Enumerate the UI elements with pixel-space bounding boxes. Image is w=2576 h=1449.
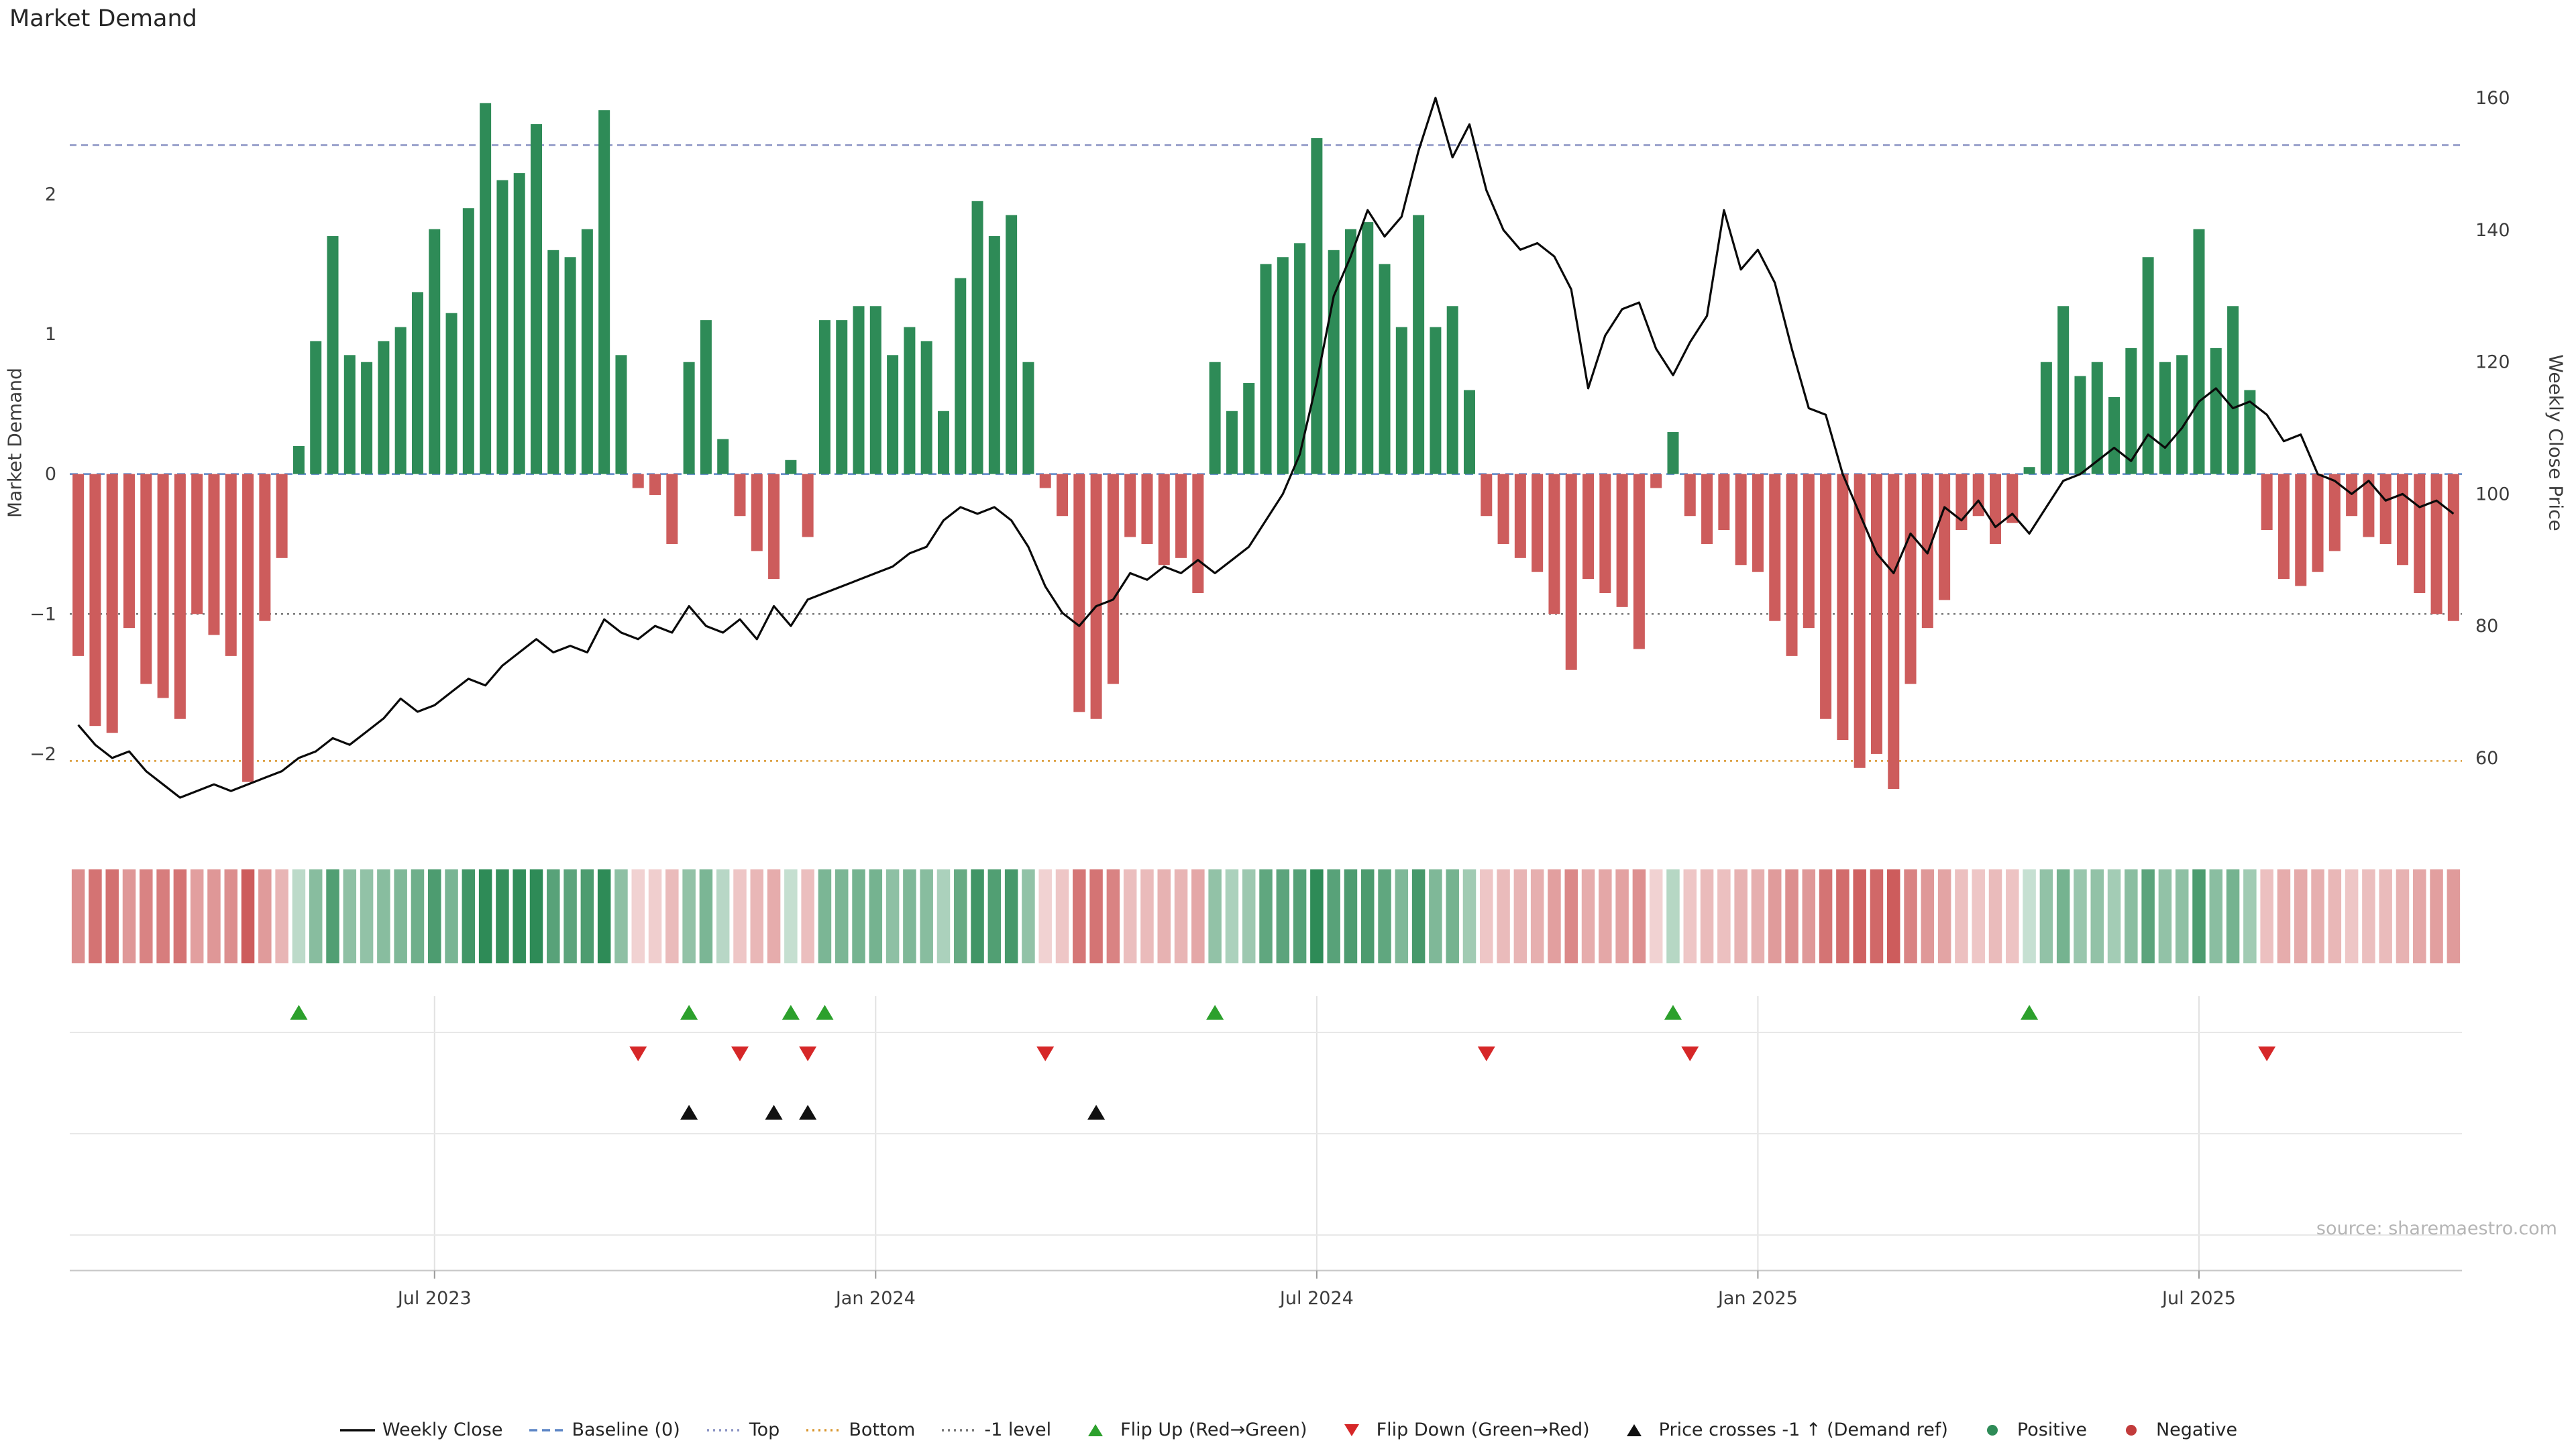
legend-item-price-cross: Price crosses -1 ↑ (Demand ref) — [1615, 1419, 1948, 1440]
legend-item-flip-up: Flip Up (Red→Green) — [1077, 1419, 1307, 1440]
legend-label: Flip Up (Red→Green) — [1120, 1419, 1307, 1440]
legend-item-negative: Negative — [2112, 1419, 2237, 1440]
svg-text:0: 0 — [45, 464, 56, 485]
flip-up-swatch-icon — [1088, 1424, 1104, 1436]
left-axis-label: Market Demand — [3, 368, 26, 518]
top-swatch-icon — [706, 1428, 742, 1432]
flip-down-swatch-icon — [1344, 1424, 1359, 1436]
positive-swatch-icon — [1986, 1424, 1998, 1436]
legend-item-weekly-close: Weekly Close — [339, 1419, 503, 1440]
price-line — [77, 97, 2455, 799]
weekly-close-swatch-icon — [339, 1428, 375, 1432]
legend-label: Top — [749, 1419, 780, 1440]
svg-text:Jan 2024: Jan 2024 — [835, 1288, 916, 1309]
right-axis-label: Weekly Close Price — [2544, 354, 2567, 531]
heatmap-strip — [71, 869, 2461, 963]
svg-text:120: 120 — [2475, 352, 2510, 373]
legend-label: Baseline (0) — [572, 1419, 680, 1440]
legend-item-flip-down: Flip Down (Green→Red) — [1333, 1419, 1590, 1440]
legend-label: -1 level — [984, 1419, 1052, 1440]
legend-item-baseline: Baseline (0) — [528, 1419, 680, 1440]
svg-text:Jul 2023: Jul 2023 — [396, 1288, 472, 1309]
legend-item-top: Top — [706, 1419, 780, 1440]
legend-label: Negative — [2155, 1419, 2238, 1440]
source-attribution: source: sharemaestro.com — [2316, 1218, 2557, 1239]
legend-label: Price crosses -1 ↑ (Demand ref) — [1658, 1419, 1948, 1440]
svg-text:Jul 2025: Jul 2025 — [2161, 1288, 2236, 1309]
svg-text:140: 140 — [2475, 220, 2510, 241]
svg-text:100: 100 — [2475, 484, 2510, 504]
svg-text:80: 80 — [2475, 616, 2498, 637]
legend-label: Bottom — [849, 1419, 916, 1440]
legend-item-positive: Positive — [1974, 1419, 2087, 1440]
marker-grid — [70, 996, 2462, 1279]
svg-text:60: 60 — [2475, 748, 2498, 769]
legend-label: Weekly Close — [382, 1419, 503, 1440]
svg-text:−2: −2 — [30, 744, 56, 765]
left-axis-ticks: 2 1 0 −1 −2 — [30, 184, 56, 765]
legend-item-bottom: Bottom — [805, 1419, 915, 1440]
price-cross-swatch-icon — [1626, 1424, 1642, 1436]
price-cross-markers — [680, 1105, 1106, 1120]
legend-label: Positive — [2017, 1419, 2087, 1440]
negative-swatch-icon — [2125, 1424, 2137, 1436]
right-axis-ticks: 160 140 120 100 80 60 — [2475, 88, 2510, 769]
svg-text:Jul 2024: Jul 2024 — [1279, 1288, 1354, 1309]
svg-text:Jan 2025: Jan 2025 — [1717, 1288, 1798, 1309]
x-tick-labels: Jul 2023 Jan 2024 Jul 2024 Jan 2025 Jul 2025 — [396, 1288, 2236, 1309]
legend-item-minus1-level: -1 level — [941, 1419, 1051, 1440]
minus1-level-swatch-icon — [942, 1428, 977, 1432]
chart-legend: Weekly Close Baseline (0) Top Bottom -1 leve… — [0, 1419, 2576, 1440]
svg-text:160: 160 — [2475, 88, 2510, 109]
svg-text:2: 2 — [45, 184, 56, 205]
flip-up-markers — [290, 1005, 2039, 1020]
svg-text:−1: −1 — [30, 604, 56, 625]
baseline-swatch-icon — [529, 1428, 565, 1432]
flip-down-markers — [629, 1046, 2276, 1061]
bottom-swatch-icon — [806, 1428, 842, 1432]
demand-bars — [72, 103, 2459, 790]
svg-text:1: 1 — [45, 324, 56, 345]
legend-label: Flip Down (Green→Red) — [1376, 1419, 1590, 1440]
page-title: Market Demand — [9, 5, 197, 32]
